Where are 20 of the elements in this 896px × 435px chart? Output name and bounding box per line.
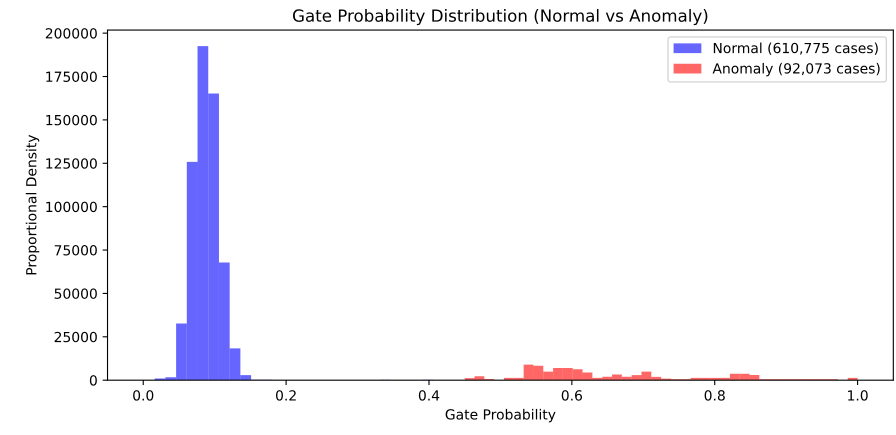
y-tick-label: 75000 <box>54 245 97 256</box>
x-tick-label: 0.4 <box>418 390 440 401</box>
x-axis-title: Gate Probability <box>446 408 556 422</box>
x-tick-label: 1.0 <box>848 390 868 401</box>
y-tick-label: 150000 <box>46 114 97 126</box>
y-tick-label: 125000 <box>46 158 97 169</box>
legend-label: Normal (610,775 cases) <box>714 42 878 55</box>
x-tick-label: 0.0 <box>133 390 154 401</box>
y-tick-label: 100000 <box>46 202 97 212</box>
x-tick-label: 0.2 <box>276 390 296 401</box>
y-tick-label: 200000 <box>46 28 97 39</box>
y-tick-label: 25000 <box>54 332 97 342</box>
y-axis-title: Proportional Density <box>26 134 40 274</box>
x-tick-label: 0.6 <box>562 390 582 401</box>
y-tick-label: 50000 <box>54 288 97 299</box>
chart-title: Gate Probability Distribution (Normal vs Anomaly) <box>293 9 708 26</box>
legend-label: Anomaly (92,073 cases) <box>712 62 880 76</box>
y-tick-label: 175000 <box>46 71 97 82</box>
x-tick-label: 0.8 <box>704 390 725 401</box>
y-tick-label: 0 <box>90 375 97 386</box>
